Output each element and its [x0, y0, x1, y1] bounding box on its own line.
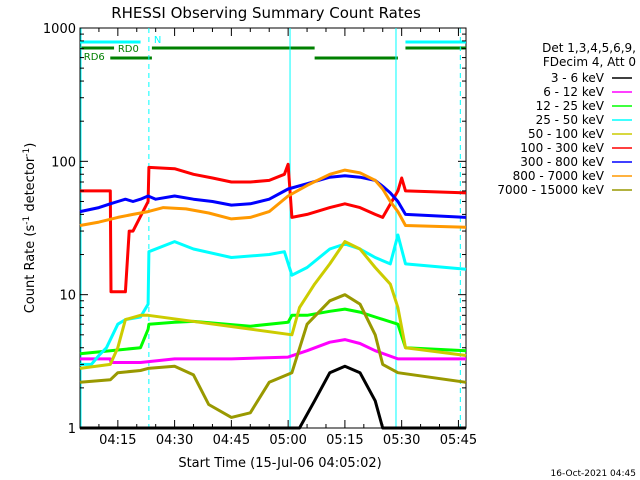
- y-tick-label: 10: [59, 289, 76, 304]
- series-line-9: [79, 293, 467, 419]
- series-group: [79, 162, 467, 430]
- legend-header-line-2: FDecim 4, Att 0: [543, 55, 636, 69]
- legend-label-9: 7000 - 15000 keV: [497, 183, 604, 197]
- y-axis-label: Count Rate (s-1 detector-1): [22, 143, 38, 314]
- legend-label-8: 800 - 7000 keV: [513, 169, 605, 183]
- flag-label-rd0: RD0: [118, 44, 139, 55]
- legend-header-line-1: Det 1,3,4,5,6,9,: [542, 41, 636, 55]
- x-tick-label: 05:15: [326, 433, 363, 448]
- chart-title: RHESSI Observing Summary Count Rates: [111, 4, 421, 22]
- flag-label-rd6: RD6: [84, 52, 105, 63]
- y-label-sup1: -1: [22, 216, 32, 225]
- legend: Det 1,3,4,5,6,9, FDecim 4, Att 0 3 - 6 k…: [497, 41, 636, 197]
- legend-label-7: 300 - 800 keV: [520, 155, 604, 169]
- legend-label-4: 25 - 50 keV: [536, 113, 605, 127]
- x-tick-label: 04:45: [213, 433, 250, 448]
- x-tick-label: 05:00: [269, 433, 306, 448]
- flag-label-n: N: [154, 35, 161, 46]
- plot-frame: [79, 27, 467, 429]
- y-label-end: ): [23, 143, 38, 148]
- series-line-4: [80, 233, 467, 366]
- legend-label-1: 3 - 6 keV: [551, 71, 605, 85]
- y-label-main: Count Rate (s: [23, 225, 38, 314]
- x-tick-label: 04:30: [156, 433, 193, 448]
- legend-label-3: 12 - 25 keV: [536, 99, 605, 113]
- x-axis-label: Start Time (15-Jul-06 04:05:02): [178, 456, 381, 471]
- observing-flags: N RD0 RD6: [80, 28, 466, 428]
- legend-label-2: 6 - 12 keV: [543, 85, 605, 99]
- footer-date: 16-Oct-2021 04:45: [551, 469, 636, 479]
- series-line-7: [79, 174, 467, 219]
- series-line-3: [79, 307, 467, 356]
- axis-ticks: 04:15 04:30 04:45 05:00 05:15 05:30 05:45 1 10 10…: [43, 22, 477, 448]
- series-line-1: [80, 364, 466, 430]
- legend-label-6: 100 - 300 keV: [520, 141, 604, 155]
- series-line-6: [80, 162, 467, 294]
- series-line-2: [80, 338, 466, 364]
- x-tick-label: 05:30: [383, 433, 420, 448]
- y-tick-label: 1000: [43, 22, 76, 37]
- legend-label-5: 50 - 100 keV: [528, 127, 605, 141]
- x-tick-label: 05:45: [440, 433, 477, 448]
- y-label-mid: detector: [23, 156, 38, 216]
- series-line-5: [79, 240, 467, 370]
- x-tick-label: 04:15: [99, 433, 136, 448]
- series-line-8: [79, 168, 467, 229]
- y-tick-label: 1: [68, 422, 76, 437]
- y-tick-label: 100: [51, 155, 76, 170]
- y-label-sup2: -1: [22, 148, 32, 157]
